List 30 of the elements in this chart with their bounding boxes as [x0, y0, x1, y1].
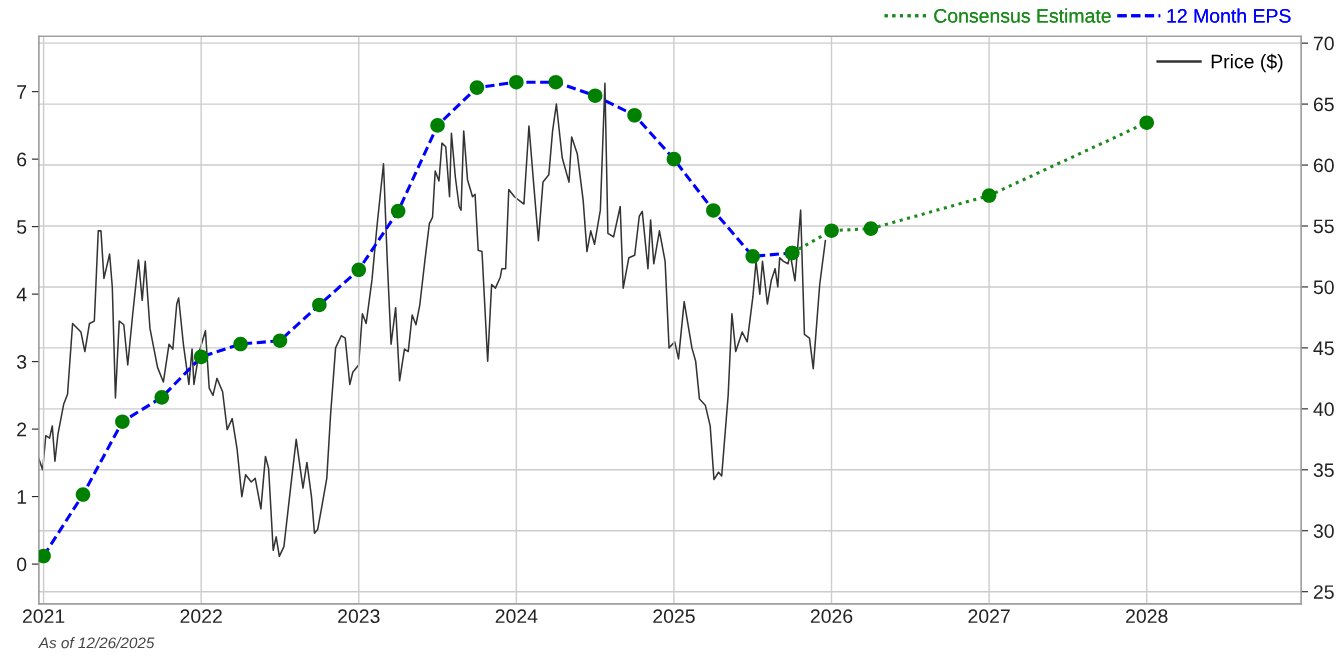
x-tick-label: 2026 — [810, 609, 853, 624]
y-tick-label: 6 — [17, 152, 27, 167]
x-tick-label: 2021 — [22, 609, 65, 624]
y2-tick-label: 30 — [1313, 524, 1334, 538]
legend-label: 12 Month EPS — [1167, 8, 1291, 23]
y2-tick-label: 65 — [1313, 97, 1334, 112]
x-tick-label: 2022 — [180, 609, 222, 624]
y2-tick-label: 40 — [1313, 402, 1334, 417]
y2-tick-label: 55 — [1313, 219, 1334, 234]
y-tick-label: 3 — [16, 355, 27, 369]
x-tick-label: 2024 — [495, 609, 538, 624]
y2-tick-label: 25 — [1313, 585, 1334, 599]
y-tick-label: 5 — [17, 220, 27, 234]
y-tick-label: 1 — [17, 490, 27, 504]
y2-tick-label: 60 — [1313, 158, 1334, 173]
y-tick-label: 4 — [16, 287, 27, 302]
x-tick-label: 2028 — [1126, 609, 1168, 624]
text: As of 12/26/2025 — [38, 637, 155, 649]
y-tick-label: 2 — [17, 422, 27, 437]
y2-tick-label: 45 — [1313, 341, 1334, 356]
x-tick-label: 2023 — [338, 609, 380, 624]
legend-label: Price ($) — [1211, 53, 1283, 73]
x-tick-label: 2025 — [653, 609, 695, 624]
y2-tick-label: 70 — [1313, 36, 1334, 51]
y2-tick-label: 50 — [1313, 280, 1334, 295]
y-tick-label: 7 — [17, 85, 27, 99]
y2-tick-label: 35 — [1313, 463, 1334, 478]
y-tick-label: 0 — [17, 557, 27, 572]
x-tick-label: 2027 — [968, 609, 1010, 624]
legend-label: Consensus Estimate — [934, 8, 1111, 23]
